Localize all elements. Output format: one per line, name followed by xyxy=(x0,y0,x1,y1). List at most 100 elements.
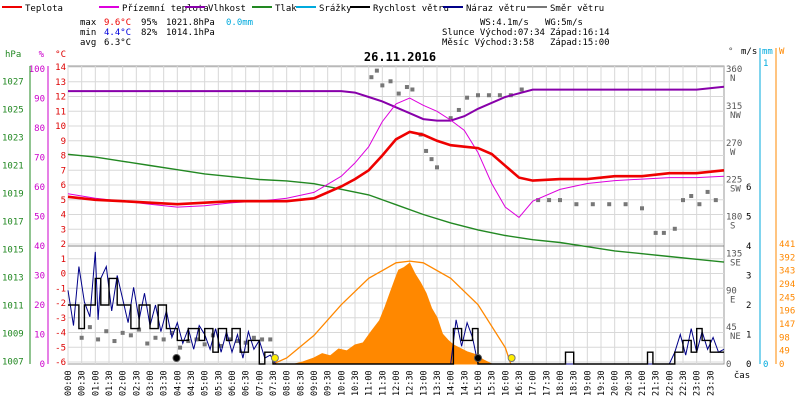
x-tick-label: 11:30 xyxy=(378,370,388,396)
temp-tick-label: -6 xyxy=(55,358,66,368)
temp-tick-label: 5 xyxy=(61,196,66,206)
pct-axis-label: % xyxy=(39,50,45,60)
wind-direction-point xyxy=(104,329,109,334)
x-tick-label: 19:30 xyxy=(597,370,607,396)
chart-title: 26.11.2016 xyxy=(364,50,436,64)
x-tick-label: 00:30 xyxy=(78,370,88,396)
hpa-tick-label: 1007 xyxy=(2,358,24,368)
wind-direction-point xyxy=(661,230,666,235)
stat-temperature: 4.4°C xyxy=(104,28,131,38)
wind-direction-point xyxy=(497,93,502,98)
x-tick-label: 05:00 xyxy=(201,370,211,396)
wind-direction-point xyxy=(169,330,174,335)
w-tick-label: 147 xyxy=(779,320,795,330)
ground-temperature-line xyxy=(67,97,725,219)
x-tick-label: 23:30 xyxy=(706,370,716,396)
x-tick-label: 23:00 xyxy=(693,370,703,396)
temp-tick-label: -1 xyxy=(55,284,66,294)
direction-compass-tick: N xyxy=(730,74,735,84)
pressure-line xyxy=(67,153,725,263)
stat-precip: 0.0mm xyxy=(226,18,253,28)
stat-temperature: 9.6°C xyxy=(104,18,131,28)
stat-row-label: avg xyxy=(80,38,96,48)
stat-sunset: Západ:16:14 xyxy=(550,28,610,38)
temp-tick-label: 4 xyxy=(61,211,66,221)
x-tick-label: 09:00 xyxy=(310,370,320,396)
temp-tick-label: 12 xyxy=(55,93,66,103)
series-layer xyxy=(67,68,725,365)
moonset-marker xyxy=(474,354,482,362)
w-tick-label: 49 xyxy=(779,347,790,357)
x-tick-label: 01:00 xyxy=(91,370,101,396)
wind-direction-point xyxy=(574,202,579,207)
x-tick-label: 03:00 xyxy=(146,370,156,396)
legend: Teplota Přízemní teplota Vlhkost Tlak Srážky… xyxy=(2,4,604,14)
temp-tick-label: 8 xyxy=(61,152,66,162)
x-tick-label: 14:30 xyxy=(460,370,470,396)
temp-tick-label: -4 xyxy=(55,329,66,339)
w-tick-label: 343 xyxy=(779,267,795,277)
temp-tick-label: 13 xyxy=(55,78,66,88)
wind-direction-point xyxy=(79,335,84,340)
x-tick-label: 10:30 xyxy=(351,370,361,396)
x-tick-label: 18:00 xyxy=(556,370,566,396)
wind-direction-point xyxy=(128,333,133,338)
x-tick-label: 03:30 xyxy=(160,370,170,396)
pct-tick-label: 10 xyxy=(34,331,45,341)
x-tick-label: 00:00 xyxy=(64,370,74,396)
legend-label: Vlhkost xyxy=(208,4,246,14)
pct-tick-label: 30 xyxy=(34,272,45,282)
wind-direction-point xyxy=(607,202,612,207)
x-tick-label: 06:00 xyxy=(228,370,238,396)
x-tick-label: 11:00 xyxy=(365,370,375,396)
x-tick-label: 04:30 xyxy=(187,370,197,396)
w-tick-label: 196 xyxy=(779,307,795,317)
wind-direction-point xyxy=(87,325,92,330)
axes-layer: 1027102510231021101910171015101310111009… xyxy=(2,47,795,396)
sunset-marker xyxy=(507,354,516,362)
temp-tick-label: -3 xyxy=(55,314,66,324)
x-tick-label: 17:00 xyxy=(529,370,539,396)
x-tick-label: 20:30 xyxy=(624,370,634,396)
pct-tick-label: 60 xyxy=(34,183,45,193)
w-tick-label: 0 xyxy=(779,360,784,370)
direction-degree-tick: 0 xyxy=(726,360,731,370)
x-tick-label: 15:00 xyxy=(474,370,484,396)
sunrise-marker xyxy=(270,354,279,362)
legend-label: Směr větru xyxy=(550,4,604,14)
direction-axis-label: ° xyxy=(728,47,733,57)
x-tick-label: 10:00 xyxy=(337,370,347,396)
pct-tick-label: 40 xyxy=(34,242,45,252)
ms-tick-label: 0 xyxy=(746,360,751,370)
wind-direction-point xyxy=(153,335,158,340)
w-tick-label: 245 xyxy=(779,293,795,303)
wind-direction-point xyxy=(410,87,415,92)
x-tick-label: 17:30 xyxy=(542,370,552,396)
direction-compass-tick: NE xyxy=(730,332,741,342)
temp-tick-label: 3 xyxy=(61,225,66,235)
temperature-line xyxy=(67,130,725,206)
wind-direction-point xyxy=(519,87,524,92)
direction-degree-tick: 270 xyxy=(726,139,742,149)
wind-direction-point xyxy=(178,345,183,350)
wind-direction-point xyxy=(429,157,434,162)
temp-tick-label: 10 xyxy=(55,122,66,132)
wind-direction-point xyxy=(705,189,710,194)
wind-direction-point xyxy=(672,226,677,231)
wind-direction-point xyxy=(369,75,374,80)
temp-tick-label: 0 xyxy=(61,270,66,280)
direction-compass-tick: E xyxy=(730,295,735,305)
legend-label: Rychlost větru xyxy=(373,4,449,14)
stat-wind-gust: WG:5m/s xyxy=(545,18,583,28)
x-tick-label: 07:30 xyxy=(269,370,279,396)
stat-pressure: 1014.1hPa xyxy=(166,28,215,38)
wind-direction-point xyxy=(404,85,409,90)
wind-direction-point xyxy=(260,337,265,342)
stat-row-label: max xyxy=(80,18,97,28)
x-tick-label: 08:00 xyxy=(283,370,293,396)
solar-max-curve xyxy=(272,260,512,365)
x-tick-label: 16:30 xyxy=(515,370,525,396)
wind-direction-point xyxy=(112,339,117,344)
wind-direction-point xyxy=(689,194,694,199)
wind-direction-point xyxy=(96,337,101,342)
